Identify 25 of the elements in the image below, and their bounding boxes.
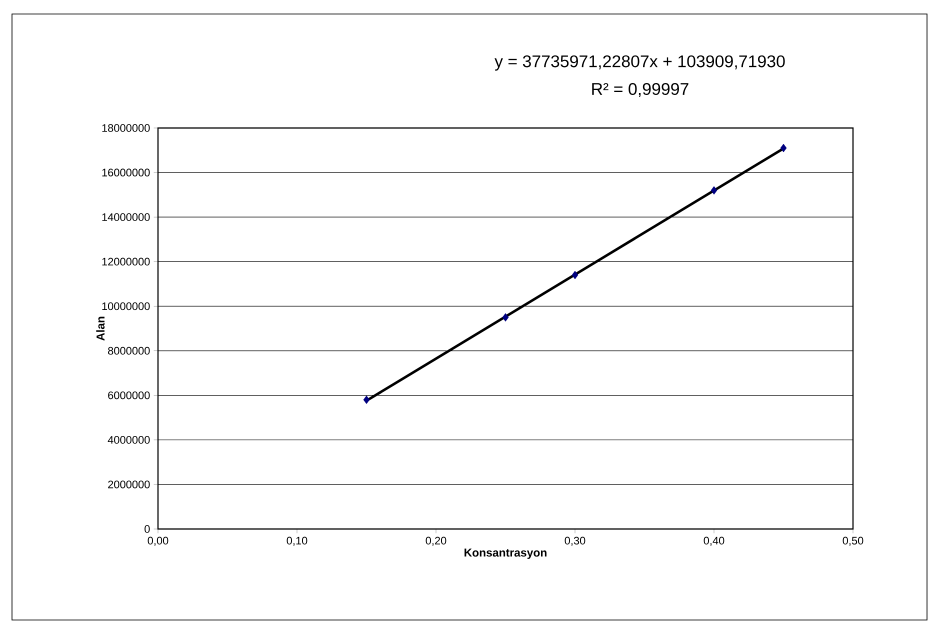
text: R² = 0,99997 [592, 82, 688, 97]
x-tick-label: 0,20 [426, 536, 446, 546]
point [363, 396, 370, 404]
y-tick-label: 18000000 [102, 124, 150, 132]
x-tick-label: 0,50 [842, 536, 864, 546]
y-tick-label: 12000000 [102, 258, 150, 266]
point [502, 313, 509, 322]
y-tick-label: 10000000 [102, 302, 150, 310]
y-tick-label: 8000000 [108, 346, 150, 355]
point [710, 186, 718, 195]
point [780, 144, 787, 152]
text: y = 37735971,22807x + 103909,71930 [494, 55, 785, 71]
x-tick-label: 0,30 [564, 536, 586, 546]
x-axis-title: Konsantrasyon [464, 548, 546, 559]
x-tick-label: 0,00 [148, 536, 168, 546]
y-tick-label: 6000000 [108, 391, 150, 400]
x-tick-label: 0,10 [286, 536, 308, 546]
y-tick-label: 2000000 [108, 480, 150, 488]
x-tick-label: 0,40 [704, 536, 724, 546]
point [572, 270, 578, 280]
y-tick-label: 16000000 [102, 168, 150, 176]
y-tick-label: 0 [144, 525, 150, 533]
y-axis-title: Alan [96, 316, 105, 341]
y-tick-label: 4000000 [108, 436, 150, 444]
y-tick-label: 14000000 [102, 213, 150, 221]
